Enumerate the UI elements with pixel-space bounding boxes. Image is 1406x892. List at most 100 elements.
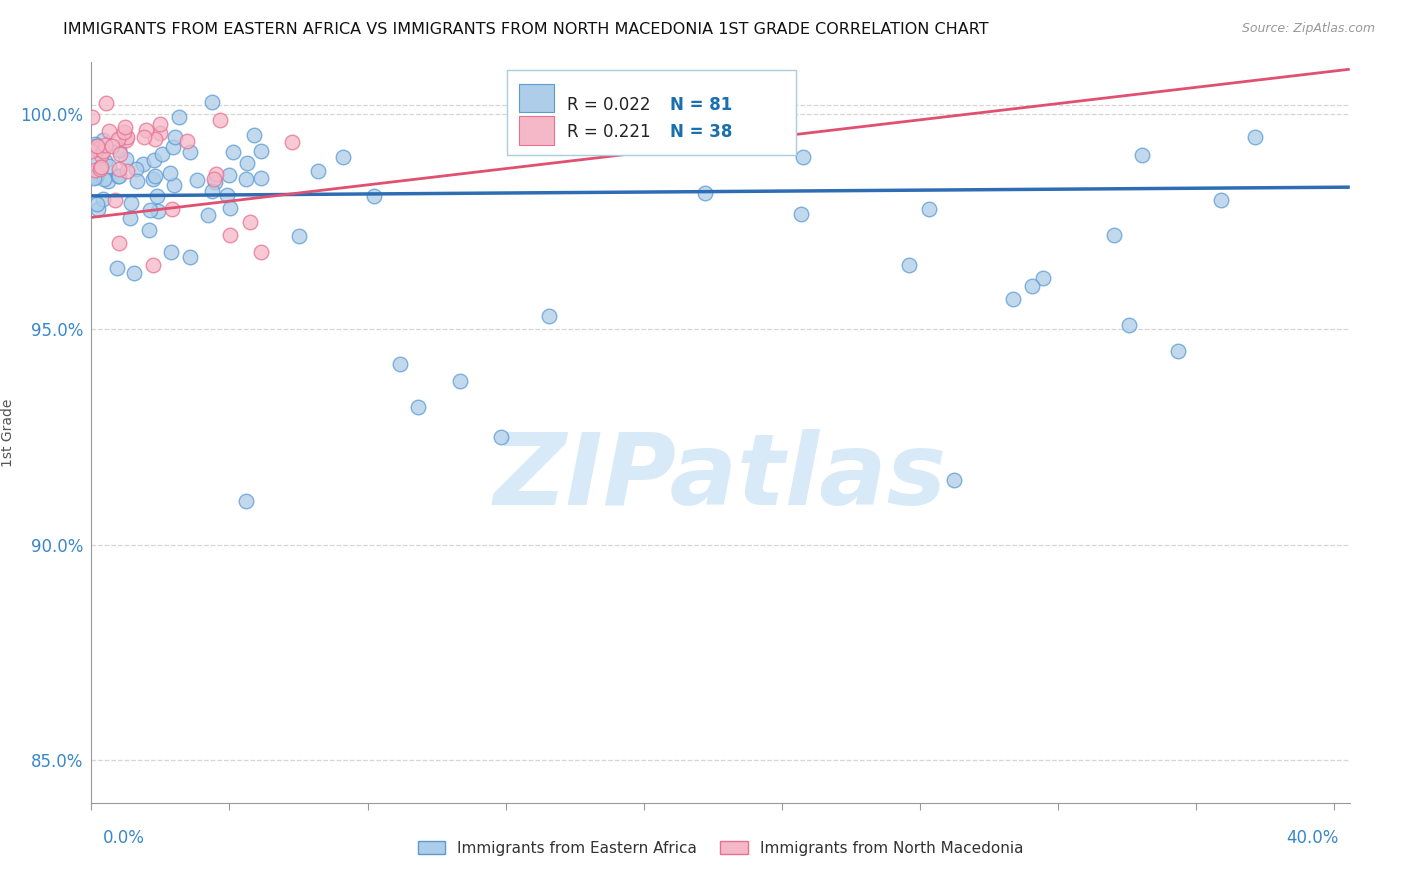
Point bbox=[132, 156, 155, 170]
Point bbox=[107, 144, 129, 158]
Point bbox=[97, 174, 120, 188]
Point bbox=[215, 187, 238, 202]
Point bbox=[249, 244, 271, 259]
FancyBboxPatch shape bbox=[506, 70, 796, 155]
Point bbox=[218, 168, 240, 182]
Point bbox=[105, 261, 128, 276]
Point bbox=[204, 167, 226, 181]
Text: N = 81: N = 81 bbox=[671, 95, 733, 114]
Point bbox=[114, 120, 136, 135]
Point bbox=[1118, 318, 1140, 332]
Point bbox=[120, 196, 142, 211]
Point bbox=[388, 357, 411, 371]
Point bbox=[135, 122, 157, 136]
Point bbox=[406, 400, 429, 414]
Point bbox=[1167, 343, 1189, 358]
Point bbox=[101, 139, 124, 153]
Point bbox=[943, 473, 966, 487]
Point bbox=[83, 171, 105, 186]
Point bbox=[149, 127, 172, 141]
Point bbox=[115, 129, 138, 144]
Point bbox=[332, 151, 354, 165]
Point bbox=[86, 168, 108, 182]
Text: 40.0%: 40.0% bbox=[1286, 829, 1339, 847]
Point bbox=[134, 130, 156, 145]
Text: R = 0.221: R = 0.221 bbox=[567, 123, 651, 141]
Point bbox=[97, 159, 120, 173]
Point bbox=[363, 189, 385, 203]
Point bbox=[537, 310, 560, 324]
Point bbox=[235, 494, 257, 508]
Point bbox=[139, 203, 162, 218]
Text: N = 38: N = 38 bbox=[671, 123, 733, 141]
Point bbox=[107, 169, 129, 183]
Point bbox=[1130, 148, 1153, 162]
Point bbox=[179, 251, 201, 265]
Point bbox=[89, 161, 111, 176]
Point bbox=[243, 128, 266, 142]
Point bbox=[104, 193, 127, 207]
Point bbox=[125, 162, 148, 177]
Point bbox=[222, 145, 245, 160]
Point bbox=[90, 161, 112, 175]
FancyBboxPatch shape bbox=[519, 117, 554, 145]
Point bbox=[160, 202, 183, 216]
Point bbox=[179, 145, 201, 159]
Point bbox=[163, 130, 186, 145]
Point bbox=[1209, 193, 1232, 207]
Point bbox=[219, 227, 242, 242]
Point bbox=[110, 146, 132, 161]
Point bbox=[197, 208, 219, 222]
Point bbox=[163, 178, 186, 193]
Point bbox=[115, 133, 138, 147]
Point bbox=[489, 430, 512, 444]
Text: Source: ZipAtlas.com: Source: ZipAtlas.com bbox=[1241, 22, 1375, 36]
Point bbox=[449, 374, 471, 388]
Point bbox=[80, 110, 103, 124]
Point bbox=[250, 144, 273, 158]
Point bbox=[145, 189, 167, 203]
Point bbox=[159, 166, 181, 180]
Point bbox=[235, 172, 257, 186]
Point bbox=[790, 207, 813, 221]
Point bbox=[94, 153, 117, 168]
Point bbox=[281, 135, 304, 149]
Point bbox=[97, 124, 120, 138]
Point bbox=[93, 133, 115, 147]
Point bbox=[115, 163, 138, 178]
Legend: Immigrants from Eastern Africa, Immigrants from North Macedonia: Immigrants from Eastern Africa, Immigran… bbox=[412, 835, 1029, 862]
Point bbox=[204, 175, 226, 189]
Point bbox=[145, 169, 167, 184]
Point bbox=[80, 144, 103, 158]
Point bbox=[693, 186, 716, 200]
Point bbox=[209, 112, 232, 127]
Point bbox=[122, 266, 145, 280]
Point bbox=[150, 146, 173, 161]
Point bbox=[235, 156, 257, 170]
Point bbox=[108, 236, 131, 251]
Point bbox=[917, 202, 939, 216]
Point bbox=[201, 184, 224, 198]
Point bbox=[84, 138, 107, 153]
Text: ZIPatlas: ZIPatlas bbox=[494, 428, 948, 525]
Y-axis label: 1st Grade: 1st Grade bbox=[0, 399, 14, 467]
Point bbox=[96, 96, 118, 111]
Point bbox=[114, 152, 136, 166]
Point bbox=[142, 258, 165, 272]
Point bbox=[202, 171, 225, 186]
Point bbox=[86, 139, 108, 153]
Point bbox=[86, 142, 108, 156]
Point bbox=[90, 160, 112, 174]
Point bbox=[307, 163, 329, 178]
Point bbox=[138, 223, 160, 237]
Point bbox=[91, 192, 114, 206]
Point bbox=[200, 95, 222, 109]
Point bbox=[84, 137, 107, 152]
Point bbox=[250, 170, 273, 185]
Point bbox=[94, 138, 117, 153]
Point bbox=[108, 161, 131, 176]
Point bbox=[218, 201, 240, 215]
Point bbox=[112, 125, 135, 139]
Text: IMMIGRANTS FROM EASTERN AFRICA VS IMMIGRANTS FROM NORTH MACEDONIA 1ST GRADE CORR: IMMIGRANTS FROM EASTERN AFRICA VS IMMIGR… bbox=[63, 22, 988, 37]
Point bbox=[1032, 270, 1054, 285]
